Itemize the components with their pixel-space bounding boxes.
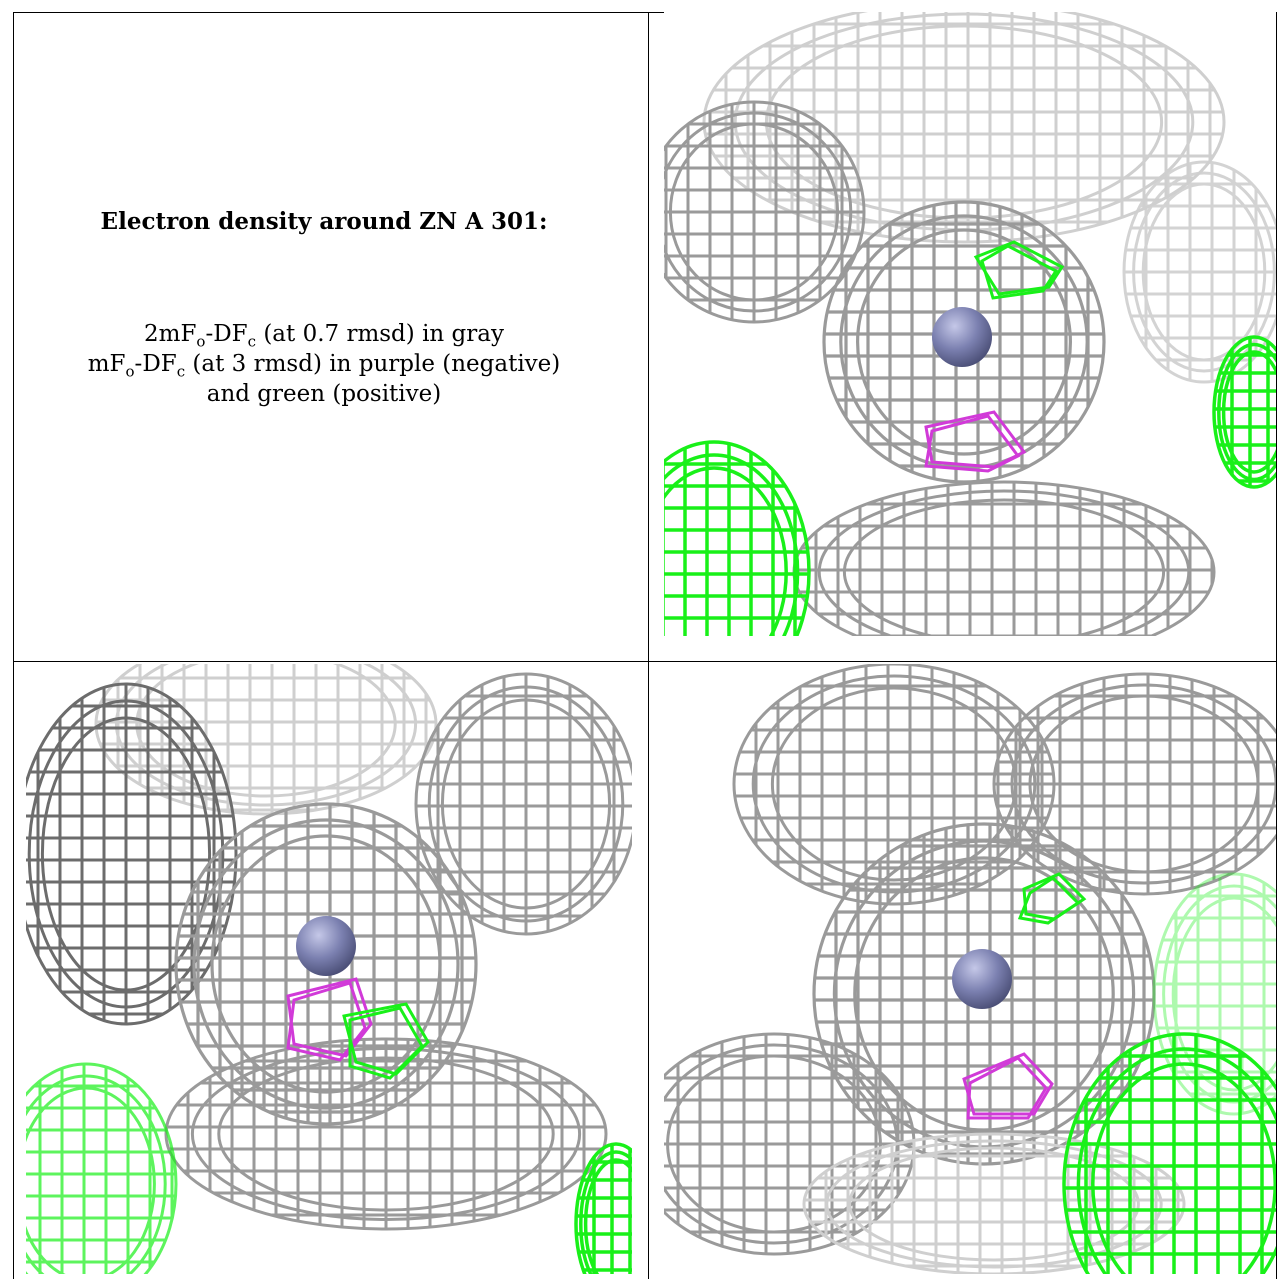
positive-loop-small [973,240,1065,300]
table-rule-left [13,12,14,1279]
table-rule-center [648,12,649,1279]
positive-blob-lower-left [26,1062,178,1274]
density-lobe-upper-right [992,672,1276,896]
positive-loop-small [1017,872,1087,925]
legend-line-2fo-fc: 2mFo-DFc (at 0.7 rmsd) in gray [144,321,504,351]
density-lobe-upper [94,664,438,816]
caption-cell: Electron density around ZN A 301: 2mFo-D… [14,0,634,660]
density-map-view-2 [26,664,632,1274]
density-lobe-lower [164,1037,608,1231]
table-rule-top [13,12,1277,13]
figure-title: Electron density around ZN A 301: [100,208,548,235]
positive-loop [342,1002,430,1080]
zinc-atom-sphere [952,949,1012,1009]
zinc-atom-sphere [296,916,356,976]
density-lobe-right-upper [414,672,632,936]
density-map-view-3 [664,664,1276,1274]
table-rule-middle [13,661,1277,662]
panel-bottom-left [26,664,632,1274]
density-lobe-lower [792,480,1216,636]
zinc-atom-sphere [932,307,992,367]
negative-loop [924,410,1027,473]
density-lobe-right [1122,160,1276,384]
panel-bottom-right [664,664,1276,1274]
density-lobe-left [664,100,866,324]
density-lobe-lower [802,1132,1186,1274]
positive-blob-right [1212,335,1276,489]
density-lobe-lower-left [664,1032,916,1256]
legend-line-fo-fc: mFo-DFc (at 3 rmsd) in purple (negative) [87,351,561,381]
positive-blob-lower-right [574,1142,632,1274]
density-lobe-left [26,682,238,1026]
legend-line-positive: and green (positive) [206,381,442,407]
positive-blob-lower-right [1062,1032,1276,1274]
map-legend: 2mFo-DFc (at 0.7 rmsd) in gray mFo-DFc (… [14,319,634,409]
positive-blob-lower-left [664,440,811,636]
panel-top-right [664,12,1276,636]
density-map-view-1 [664,12,1276,636]
positive-blob-upper-right [1152,872,1276,1116]
negative-loop [962,1052,1054,1120]
